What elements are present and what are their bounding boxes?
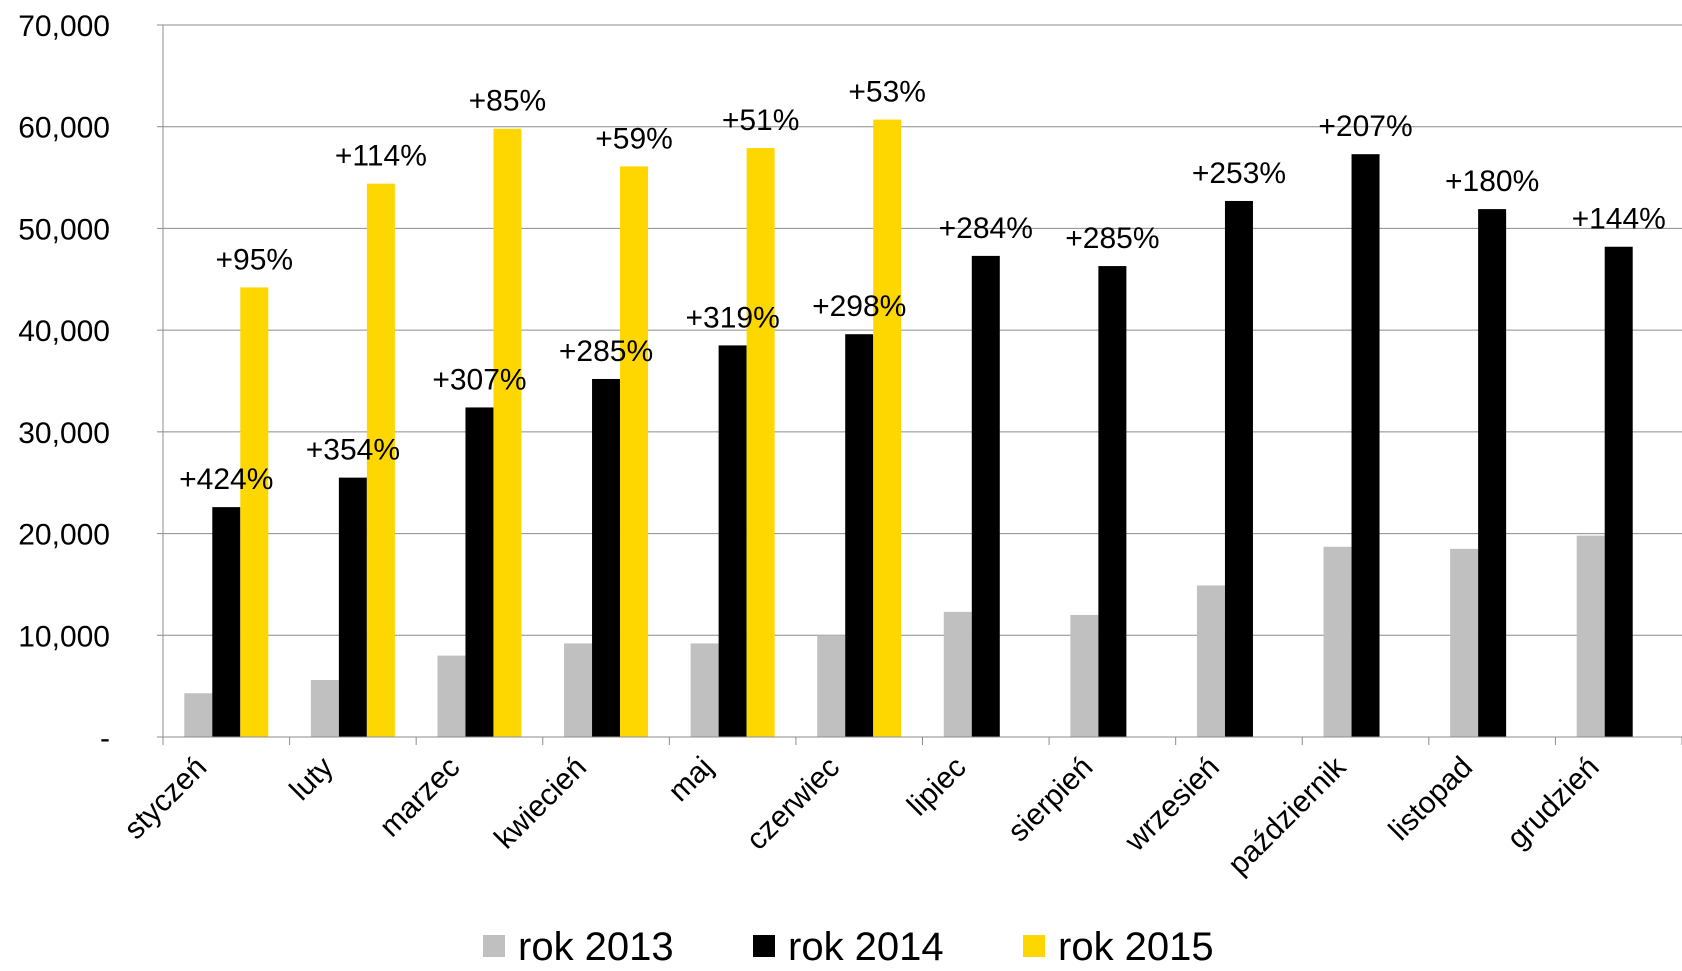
data-label: +207% [1318,110,1412,143]
bar-rok-2013-3 [564,643,593,737]
y-tick-label: 20,000 [18,519,110,552]
bar-rok-2015-4 [746,148,775,737]
bar-rok-2013-6 [943,611,972,737]
bar-rok-2013-8 [1196,585,1225,737]
y-tick-label: 70,000 [18,10,110,43]
bar-rok-2014-8 [1224,200,1253,738]
data-label: +319% [686,301,780,334]
bar-rok-2014-6 [971,255,1000,738]
y-axis-ticks: - 10,000 20,000 30,000 40,000 50,000 60,000 70,… [18,10,163,755]
y-tick-label: 60,000 [18,112,110,145]
data-label: +284% [939,212,1033,245]
bar-rok-2015-5 [873,119,902,737]
x-tick-label: listopad [1383,751,1479,847]
bar-rok-2015-3 [620,166,649,737]
legend-label: rok 2014 [788,925,944,966]
x-tick-label: maj [662,751,720,809]
bar-rok-2013-4 [690,643,719,737]
data-label: +354% [306,434,400,467]
y-tick-label: 10,000 [18,620,110,653]
bars [184,119,1633,738]
x-tick-label: luty [283,751,339,807]
legend: rok 2013 rok 2014 rok 2015 [483,925,1214,969]
x-tick-label: marzec [374,751,467,844]
bar-rok-2014-10 [1478,209,1507,738]
data-label: +298% [812,290,906,323]
bar-rok-2015-1 [366,183,395,737]
data-label: +114% [335,140,427,173]
bar-rok-2014-9 [1351,154,1380,738]
data-label: +51% [722,104,800,137]
x-tick-label: styczeń [118,751,213,846]
bar-rok-2013-7 [1070,614,1099,737]
data-label: +285% [1065,222,1159,255]
bar-rok-2014-1 [338,477,367,737]
bar-rok-2013-5 [817,635,846,737]
y-tick-label: 50,000 [18,213,110,246]
bar-rok-2013-0 [184,693,213,737]
data-label: +307% [432,363,526,396]
legend-label: rok 2015 [1058,925,1214,966]
bar-rok-2013-9 [1323,546,1352,737]
bar-rok-2014-5 [845,334,874,737]
data-label: +144% [1572,203,1666,236]
bar-rok-2013-11 [1576,535,1605,737]
bar-rok-2015-2 [493,128,522,738]
bar-rok-2015-0 [240,287,269,737]
data-label: +253% [1192,157,1286,190]
x-axis-ticks: styczeń luty marzec kwiecień maj czerwiec lipi… [118,737,1682,881]
bar-rok-2014-0 [212,507,241,737]
data-label: +95% [216,243,294,276]
bar-rok-2014-3 [592,378,621,737]
x-tick-label: kwiecień [488,751,593,856]
gridlines [163,24,1682,636]
bar-rok-2013-1 [310,680,339,737]
x-tick-label: grudzień [1501,751,1606,856]
bar-rok-2014-2 [465,407,494,737]
legend-swatch [753,935,775,957]
y-tick-label: - [100,722,110,755]
x-tick-label: lipiec [901,751,973,823]
data-labels: +424% +95% +354% +114% +307% +85% +285% +59% +31… [179,76,1666,497]
legend-swatch [1023,935,1045,957]
data-label: +180% [1445,165,1539,198]
data-label: +85% [469,85,547,118]
bar-rok-2013-10 [1450,548,1479,737]
data-label: +53% [848,76,926,109]
data-label: +285% [559,335,653,368]
x-tick-label: październik [1222,750,1353,881]
bar-rok-2014-7 [1098,266,1127,737]
bar-rok-2013-2 [437,655,466,737]
bar-rok-2014-4 [718,345,747,737]
bar-rok-2014-11 [1604,246,1633,738]
x-tick-label: czerwiec [740,751,846,857]
legend-label: rok 2013 [518,925,674,966]
y-tick-label: 40,000 [18,315,110,348]
y-tick-label: 30,000 [18,417,110,450]
data-label: +59% [595,122,673,155]
x-tick-label: wrzesień [1118,751,1226,859]
legend-swatch [483,935,505,957]
data-label: +424% [179,463,273,496]
x-tick-label: sierpień [1002,751,1100,849]
